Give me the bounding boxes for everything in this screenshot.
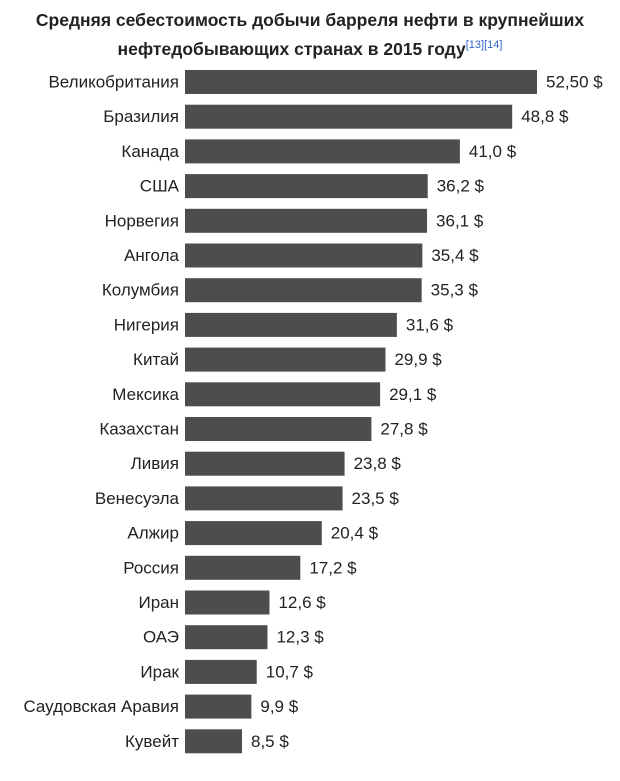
value-label: 17,2 $ bbox=[309, 558, 357, 577]
bar bbox=[185, 70, 537, 94]
bar bbox=[185, 347, 386, 372]
bar bbox=[185, 486, 343, 511]
chart-title: Средняя себестоимость добычи барреля неф… bbox=[0, 6, 620, 64]
bar bbox=[185, 555, 301, 580]
value-label: 29,1 $ bbox=[389, 385, 437, 404]
bar bbox=[185, 243, 423, 268]
value-label: 23,5 $ bbox=[352, 489, 400, 508]
value-label: 36,1 $ bbox=[436, 211, 484, 230]
category-label: Кувейт bbox=[125, 732, 179, 751]
bar bbox=[185, 174, 428, 199]
value-label: 20,4 $ bbox=[331, 524, 379, 543]
bar bbox=[185, 278, 422, 303]
value-label: 29,9 $ bbox=[394, 350, 442, 369]
category-label: Ливия bbox=[131, 454, 179, 473]
category-label: Мексика bbox=[112, 385, 179, 404]
value-label: 9,9 $ bbox=[260, 697, 298, 716]
bar bbox=[185, 729, 242, 754]
category-label: Казахстан bbox=[99, 420, 179, 439]
value-label: 23,8 $ bbox=[354, 454, 402, 473]
category-label: Саудовская Аравия bbox=[23, 697, 179, 716]
value-label: 12,3 $ bbox=[276, 628, 324, 647]
bar bbox=[185, 104, 513, 129]
category-label: Бразилия bbox=[103, 107, 179, 126]
chart-title-line-1: Средняя себестоимость добычи барреля неф… bbox=[35, 10, 585, 30]
chart-title-line-2: нефтедобывающих странах в 2015 году bbox=[117, 39, 466, 59]
value-label: 10,7 $ bbox=[266, 662, 314, 681]
category-label: Канада bbox=[121, 142, 179, 161]
category-label: Венесуэла bbox=[95, 489, 180, 508]
bar bbox=[185, 417, 372, 441]
category-label: ОАЭ bbox=[143, 628, 179, 647]
category-label: Великобритания bbox=[48, 73, 179, 92]
value-label: 35,3 $ bbox=[431, 281, 479, 300]
bar bbox=[185, 139, 460, 164]
bar bbox=[185, 659, 257, 684]
ref-link-13[interactable]: [13] bbox=[465, 39, 485, 52]
bar bbox=[185, 451, 345, 476]
bar bbox=[185, 625, 268, 650]
category-label: США bbox=[140, 177, 180, 196]
category-label: Ангола bbox=[124, 246, 180, 265]
value-label: 31,6 $ bbox=[406, 315, 454, 334]
category-label: Норвегия bbox=[105, 211, 179, 230]
category-label: Иран bbox=[138, 593, 179, 612]
value-label: 36,2 $ bbox=[437, 177, 485, 196]
category-label: Китай bbox=[133, 350, 179, 369]
bar bbox=[185, 382, 381, 407]
category-label: Колумбия bbox=[102, 281, 179, 300]
bar bbox=[185, 590, 270, 615]
category-label: Алжир bbox=[127, 524, 179, 543]
ref-link-14[interactable]: [14] bbox=[484, 39, 503, 52]
value-label: 41,0 $ bbox=[469, 142, 517, 161]
bar bbox=[185, 521, 322, 546]
value-label: 52,50 $ bbox=[546, 73, 603, 92]
value-label: 27,8 $ bbox=[380, 420, 428, 439]
category-label: Ирак bbox=[140, 662, 179, 681]
value-label: 48,8 $ bbox=[521, 107, 569, 126]
value-label: 12,6 $ bbox=[278, 593, 326, 612]
bar bbox=[185, 312, 397, 337]
bar bbox=[185, 694, 252, 719]
value-label: 8,5 $ bbox=[251, 732, 289, 751]
bar bbox=[185, 208, 428, 233]
category-label: Нигерия bbox=[114, 315, 179, 334]
value-label: 35,4 $ bbox=[431, 246, 479, 265]
category-label: Россия bbox=[123, 558, 179, 577]
